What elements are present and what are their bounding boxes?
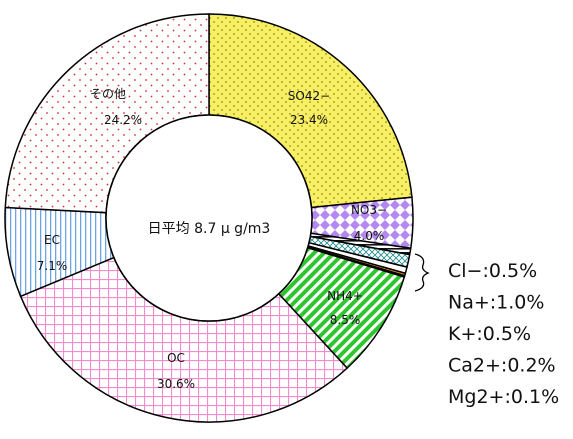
slice-label-so42: SO42− [288, 89, 330, 103]
donut-hole [105, 114, 313, 322]
slice-percent-ec: 7.1% [37, 259, 68, 273]
side-label-cl: Cl−:0.5% [448, 260, 537, 282]
slice-label-no3: NO3− [351, 203, 387, 217]
side-label-na: Na+:1.0% [448, 292, 544, 314]
slice-label-nh4: NH4+ [327, 289, 363, 303]
slice-percent-other: 24.2% [104, 113, 142, 127]
slice-percent-oc: 30.6% [157, 377, 195, 391]
slice-label-ec: EC [44, 233, 60, 247]
slice-percent-so42: 23.4% [290, 113, 328, 127]
slice-label-oc: OC [167, 351, 185, 365]
side-label-k: K+:0.5% [448, 323, 531, 345]
side-label-brace [414, 253, 430, 292]
slice-label-other: その他 [90, 87, 126, 101]
slice-percent-nh4: 8.5% [330, 313, 361, 327]
slice-percent-no3: 4.0% [354, 229, 385, 243]
side-label-ca2: Ca2+:0.2% [448, 355, 556, 377]
side-label-mg2: Mg2+:0.1% [448, 386, 559, 408]
center-label: 日平均 8.7 μ g/m3 [148, 221, 271, 237]
